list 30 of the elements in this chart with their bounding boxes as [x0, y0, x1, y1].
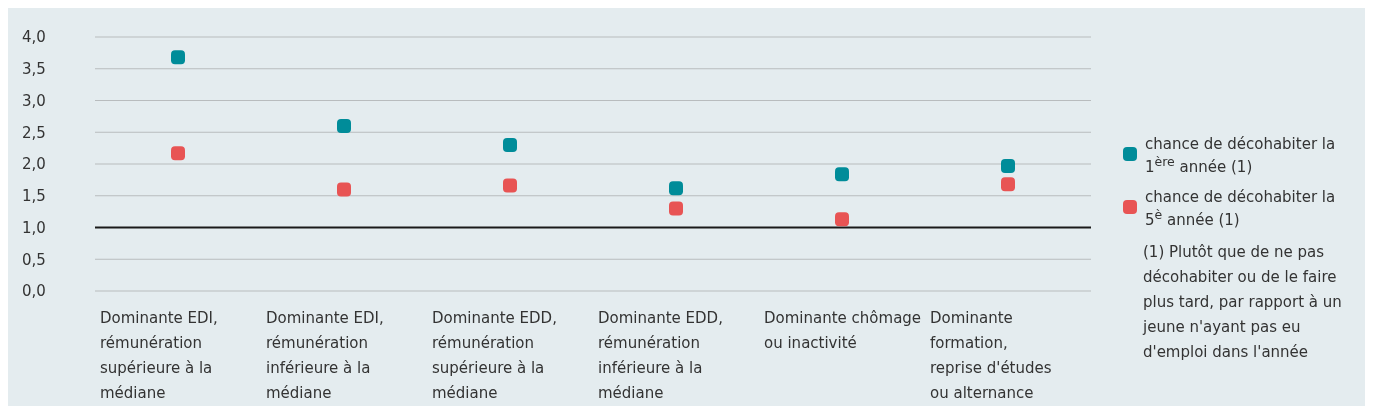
- x-tick-label: Dominante EDI, rémunération inférieure à la médiane: [266, 309, 384, 402]
- y-tick-label: 0,5: [22, 250, 46, 269]
- y-tick-label: 1,0: [22, 218, 46, 237]
- point: [1001, 158, 1015, 173]
- point: [503, 137, 517, 152]
- y-tick-label: 2,5: [22, 123, 46, 142]
- y-tick-label: 2,0: [22, 155, 46, 174]
- legend-label: chance de décohabiter la 1$^{ère}$ année (1): [1145, 135, 1337, 176]
- x-tick-label: Dominante EDD, rémunération supérieure à la médiane: [432, 309, 557, 402]
- point: [337, 182, 351, 197]
- point: [1001, 177, 1015, 192]
- y-tick-label: 3,5: [22, 60, 46, 79]
- text: (1) Plutôt que de ne pas décohabiter ou de le faire plus tard, par rapport à un jeune n'ayant pas eu d'emploi dans l'année: [1143, 242, 1343, 363]
- x-tick-label: Dominante EDD, rémunération inférieure à la médiane: [598, 309, 723, 402]
- legend-label: chance de décohabiter la 5$^{è}$ année (1): [1145, 188, 1337, 229]
- x-tick-label: Dominante chômage ou inactivité: [764, 309, 922, 352]
- point: [669, 201, 683, 216]
- point: [835, 212, 849, 227]
- point: [835, 167, 849, 182]
- y-tick-label: 3,0: [22, 91, 46, 110]
- x-tick-label: Dominante EDI, rémunération supérieure à la médiane: [100, 309, 218, 402]
- point: [669, 181, 683, 196]
- point: [171, 146, 185, 161]
- point: [503, 178, 517, 193]
- x-tick-label: Dominante formation, reprise d'études ou alternance: [930, 309, 1052, 402]
- point: [171, 50, 185, 65]
- y-tick-label: 4,0: [22, 28, 46, 47]
- y-tick-label: 1,5: [22, 187, 46, 206]
- y-tick-label: 0,0: [22, 282, 46, 301]
- point: [337, 118, 351, 133]
